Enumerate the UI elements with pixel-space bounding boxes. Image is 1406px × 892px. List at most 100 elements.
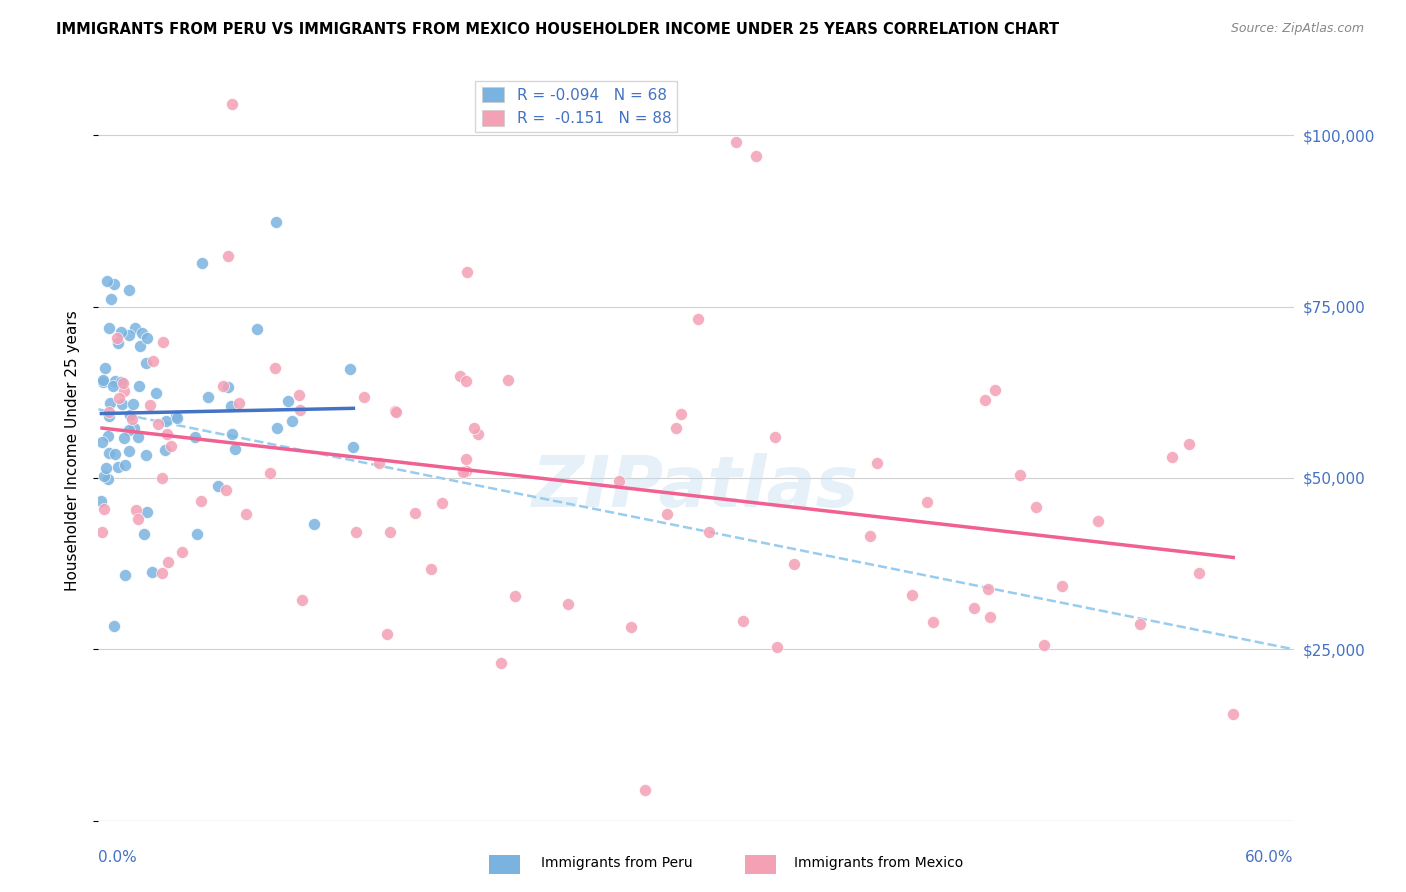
- Point: [498, 373, 520, 387]
- Point: [132, 526, 155, 541]
- Point: [224, 442, 246, 457]
- Point: [127, 430, 149, 444]
- Point: [94, 360, 117, 375]
- Point: [463, 421, 485, 435]
- Point: [467, 426, 489, 441]
- Point: [449, 369, 471, 384]
- Point: [103, 277, 125, 292]
- Point: [139, 398, 162, 412]
- Point: [264, 215, 287, 229]
- Text: 0.0%: 0.0%: [98, 850, 138, 865]
- Point: [783, 557, 806, 571]
- Point: [281, 414, 304, 428]
- Point: [96, 460, 118, 475]
- Point: [221, 427, 243, 442]
- Point: [135, 448, 157, 462]
- Point: [114, 568, 136, 582]
- Point: [135, 505, 157, 519]
- Point: [129, 339, 152, 353]
- Text: 60.0%: 60.0%: [1246, 850, 1294, 865]
- Point: [155, 414, 177, 428]
- Point: [104, 447, 127, 461]
- Point: [107, 336, 129, 351]
- Point: [288, 388, 311, 402]
- Point: [90, 493, 112, 508]
- Point: [430, 496, 453, 510]
- Point: [98, 409, 121, 424]
- Point: [745, 149, 768, 163]
- Point: [353, 390, 375, 404]
- Point: [277, 393, 299, 408]
- Point: [98, 405, 121, 419]
- Text: Immigrants from Peru: Immigrants from Peru: [541, 856, 693, 871]
- Point: [112, 432, 135, 446]
- Point: [1032, 638, 1054, 652]
- Point: [1188, 566, 1211, 580]
- Point: [1222, 706, 1244, 721]
- Legend: R = -0.094   N = 68, R =  -0.151   N = 88: R = -0.094 N = 68, R = -0.151 N = 88: [475, 80, 678, 132]
- Point: [165, 409, 187, 423]
- Point: [98, 320, 121, 334]
- Point: [111, 376, 134, 390]
- Point: [156, 555, 179, 569]
- Point: [107, 391, 129, 405]
- Point: [384, 403, 406, 417]
- Point: [451, 465, 474, 479]
- Point: [724, 135, 747, 149]
- Point: [160, 439, 183, 453]
- Point: [128, 378, 150, 392]
- Point: [665, 421, 688, 435]
- Point: [197, 390, 219, 404]
- Point: [135, 356, 157, 370]
- Point: [235, 508, 257, 522]
- Point: [111, 397, 134, 411]
- Point: [866, 456, 889, 470]
- Point: [98, 396, 121, 410]
- Point: [104, 374, 127, 388]
- Point: [212, 378, 235, 392]
- Point: [118, 328, 141, 343]
- Text: ZIPatlas: ZIPatlas: [533, 453, 859, 522]
- Point: [246, 322, 269, 336]
- Point: [114, 458, 136, 472]
- Point: [186, 527, 208, 541]
- Point: [763, 429, 786, 443]
- Point: [1050, 579, 1073, 593]
- Point: [93, 469, 115, 483]
- Point: [184, 430, 207, 444]
- Point: [288, 403, 311, 417]
- Point: [191, 256, 214, 270]
- Point: [217, 380, 239, 394]
- Point: [219, 400, 242, 414]
- Point: [91, 376, 114, 390]
- Point: [97, 428, 120, 442]
- Point: [150, 471, 173, 485]
- Point: [259, 467, 281, 481]
- Point: [93, 502, 115, 516]
- Point: [915, 495, 938, 509]
- Point: [456, 265, 478, 279]
- Point: [142, 353, 165, 368]
- Point: [385, 405, 408, 419]
- Point: [121, 412, 143, 426]
- Point: [91, 525, 114, 540]
- Point: [135, 331, 157, 345]
- Point: [145, 386, 167, 401]
- Point: [207, 478, 229, 492]
- Point: [655, 508, 678, 522]
- Point: [146, 417, 169, 431]
- Point: [302, 516, 325, 531]
- Point: [977, 582, 1000, 596]
- Point: [97, 446, 120, 460]
- Point: [221, 97, 243, 112]
- Point: [152, 334, 174, 349]
- Y-axis label: Householder Income Under 25 years: Householder Income Under 25 years: [65, 310, 80, 591]
- Point: [91, 373, 114, 387]
- Point: [125, 503, 148, 517]
- Text: Source: ZipAtlas.com: Source: ZipAtlas.com: [1230, 22, 1364, 36]
- Point: [153, 442, 176, 457]
- Point: [264, 361, 287, 376]
- Point: [150, 566, 173, 581]
- Point: [1161, 450, 1184, 465]
- Point: [633, 783, 655, 797]
